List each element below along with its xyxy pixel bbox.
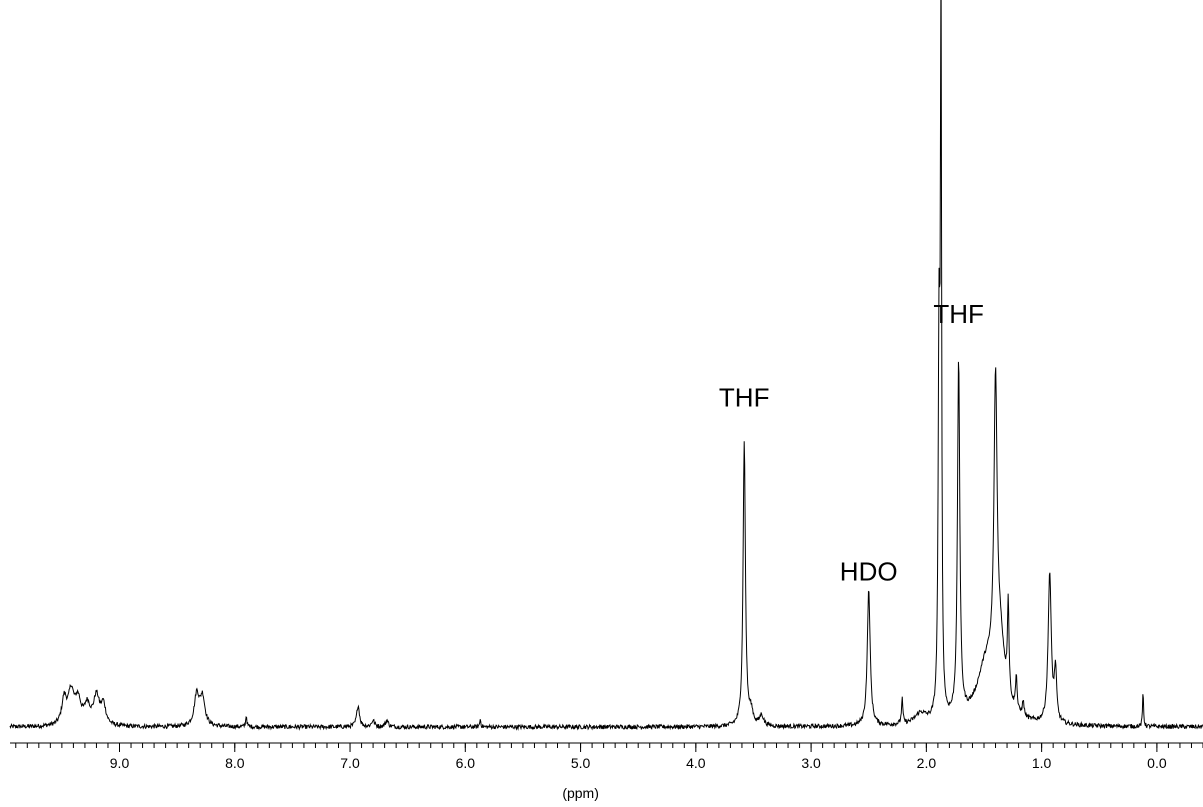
tick-label: 2.0 xyxy=(917,755,937,771)
tick-label: 0.0 xyxy=(1147,755,1167,771)
tick-label: 4.0 xyxy=(686,755,706,771)
spectrum-line xyxy=(9,0,1203,731)
peak-annotation-thf-0: THF xyxy=(719,383,770,413)
tick-label: 8.0 xyxy=(225,755,245,771)
tick-label: 5.0 xyxy=(571,755,591,771)
peak-annotation-hdo-1: HDO xyxy=(840,556,898,586)
peak-annotation-thf-2: THF xyxy=(933,299,984,329)
tick-label: 6.0 xyxy=(456,755,476,771)
peak-annotations: THF HDO THF xyxy=(719,299,984,586)
major-ticks xyxy=(119,743,1158,752)
tick-label: 9.0 xyxy=(110,755,130,771)
tick-label: 3.0 xyxy=(801,755,821,771)
tick-label: 1.0 xyxy=(1032,755,1052,771)
tick-label: 7.0 xyxy=(340,755,360,771)
x-axis: 9.0 8.0 7.0 6.0 5.0 4.0 3.0 2.0 1.0 0.0 (ppm) xyxy=(10,742,1203,801)
plot-area xyxy=(9,0,1203,731)
tick-labels: 9.0 8.0 7.0 6.0 5.0 4.0 3.0 2.0 1.0 0.0 xyxy=(110,755,1167,771)
x-axis-title: (ppm) xyxy=(562,785,599,801)
minor-ticks xyxy=(15,743,1203,748)
